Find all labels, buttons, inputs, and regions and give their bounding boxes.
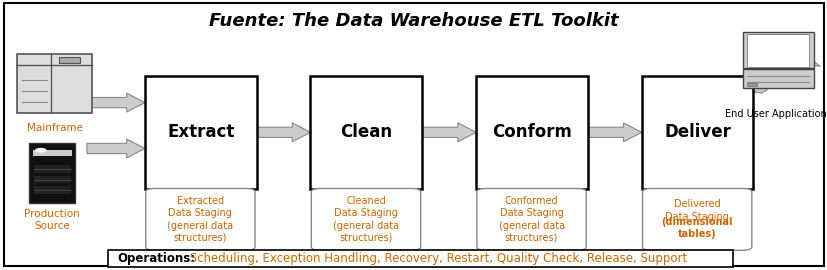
Bar [33,187,70,194]
Text: Extract: Extract [167,123,234,141]
FancyBboxPatch shape [311,188,420,250]
Bar [743,69,812,88]
Bar [641,76,753,189]
Bar [33,150,72,156]
Text: Delivered
Data Staging: Delivered Data Staging [664,199,729,222]
Bar [310,76,422,189]
Circle shape [36,148,45,152]
Text: Mainframe: Mainframe [26,123,83,133]
FancyArrow shape [354,243,377,250]
FancyArrow shape [422,123,476,142]
FancyArrow shape [685,243,708,250]
FancyArrow shape [256,123,310,142]
Bar [746,83,756,86]
Bar [746,34,809,67]
FancyArrow shape [519,243,543,250]
FancyArrow shape [587,123,641,142]
Bar [33,176,70,184]
FancyBboxPatch shape [476,188,586,250]
Text: (dimensional
tables): (dimensional tables) [661,217,732,239]
Text: Conformed
Data Staging
(general data
structures): Conformed Data Staging (general data str… [498,196,564,243]
FancyArrow shape [189,243,212,250]
Bar [476,76,587,189]
Bar [33,165,70,173]
Bar [30,143,74,202]
Bar [108,250,732,267]
Bar [743,32,812,68]
Bar [59,57,79,63]
FancyArrow shape [87,139,145,158]
FancyBboxPatch shape [146,188,255,250]
Text: Deliver: Deliver [663,123,730,141]
Text: Conform: Conform [491,123,571,141]
Text: Clean: Clean [340,123,392,141]
FancyBboxPatch shape [642,188,751,250]
Text: Operations:: Operations: [117,252,195,265]
FancyArrow shape [87,93,145,112]
Text: End User Applications: End User Applications [724,109,827,119]
Text: Fuente: The Data Warehouse ETL Toolkit: Fuente: The Data Warehouse ETL Toolkit [209,12,618,30]
Text: Cleaned
Data Staging
(general data
structures): Cleaned Data Staging (general data struc… [332,196,399,243]
Text: Production
Source: Production Source [24,209,80,231]
Text: Extracted
Data Staging
(general data
structures): Extracted Data Staging (general data str… [167,196,233,243]
FancyArrow shape [744,57,820,93]
Text: Scheduling, Exception Handling, Recovery, Restart, Quality Check, Release, Suppo: Scheduling, Exception Handling, Recovery… [186,252,686,265]
Bar [145,76,256,189]
Bar [17,54,92,113]
